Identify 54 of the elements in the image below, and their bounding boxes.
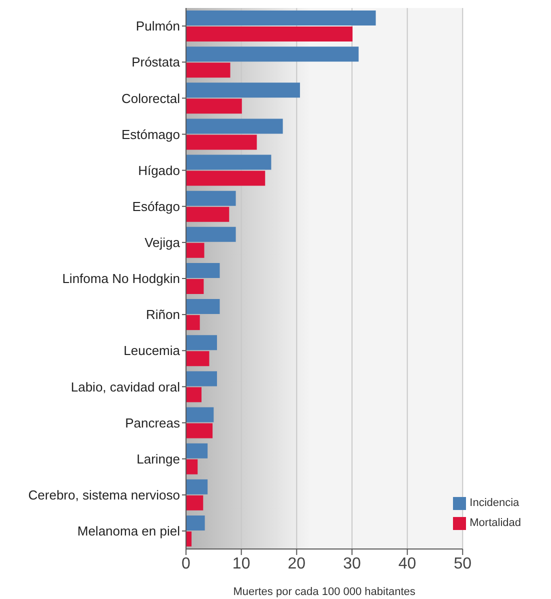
bar	[186, 10, 376, 26]
y-tick-label: Próstata	[132, 54, 181, 70]
bar	[186, 351, 210, 366]
y-tick-label: Cerebro, sistema nervioso	[28, 488, 180, 503]
x-tick-label: 40	[398, 555, 416, 572]
bar	[186, 262, 220, 278]
bar	[186, 134, 257, 150]
y-tick-label: Linfoma No Hodgkin	[62, 271, 180, 286]
bar	[186, 423, 213, 438]
bar	[186, 531, 192, 546]
y-tick-label: Laringe	[136, 451, 180, 466]
bar	[186, 495, 204, 510]
y-tick-label: Leucemia	[124, 343, 181, 358]
bar	[186, 371, 217, 386]
bar	[186, 315, 200, 330]
y-tick-label: Vejiga	[144, 235, 181, 250]
y-tick-label: Riñon	[146, 307, 180, 322]
bar	[186, 170, 266, 186]
y-tick-label: Colorectal	[121, 90, 180, 106]
x-axis-title: Muertes por cada 100 000 habitantes	[233, 586, 416, 598]
legend-label: Incidencia	[470, 497, 520, 509]
bar	[186, 206, 230, 222]
y-tick-label: Melanoma en piel	[77, 524, 180, 539]
bar	[186, 26, 353, 42]
bar	[186, 118, 283, 134]
bar	[186, 515, 205, 530]
x-tick-label: 30	[343, 555, 361, 572]
y-tick-label: Hígado	[138, 162, 180, 178]
y-tick-label: Pancreas	[125, 415, 180, 430]
bar	[186, 299, 220, 314]
bar	[186, 387, 202, 402]
bar	[186, 407, 214, 422]
bar	[186, 459, 198, 474]
bar	[186, 335, 217, 350]
x-tick-label: 50	[454, 555, 472, 572]
y-tick-label: Esófago	[132, 198, 180, 214]
bar	[186, 190, 236, 206]
y-tick-label: Estómago	[121, 126, 180, 142]
x-tick-label: 20	[288, 555, 306, 572]
bar	[186, 46, 359, 62]
bar	[186, 278, 204, 294]
y-tick-label: Labio, cavidad oral	[70, 379, 180, 394]
bar	[186, 242, 204, 258]
bar	[186, 98, 242, 114]
bar	[186, 443, 208, 458]
x-tick-label: 10	[232, 555, 250, 572]
bar	[186, 82, 300, 98]
bar	[186, 154, 272, 170]
bar	[186, 226, 236, 242]
bar	[186, 62, 230, 78]
bar	[186, 479, 208, 494]
x-tick-label: 0	[182, 555, 191, 572]
legend-label: Mortalidad	[470, 517, 521, 529]
y-tick-label: Pulmón	[136, 18, 180, 34]
